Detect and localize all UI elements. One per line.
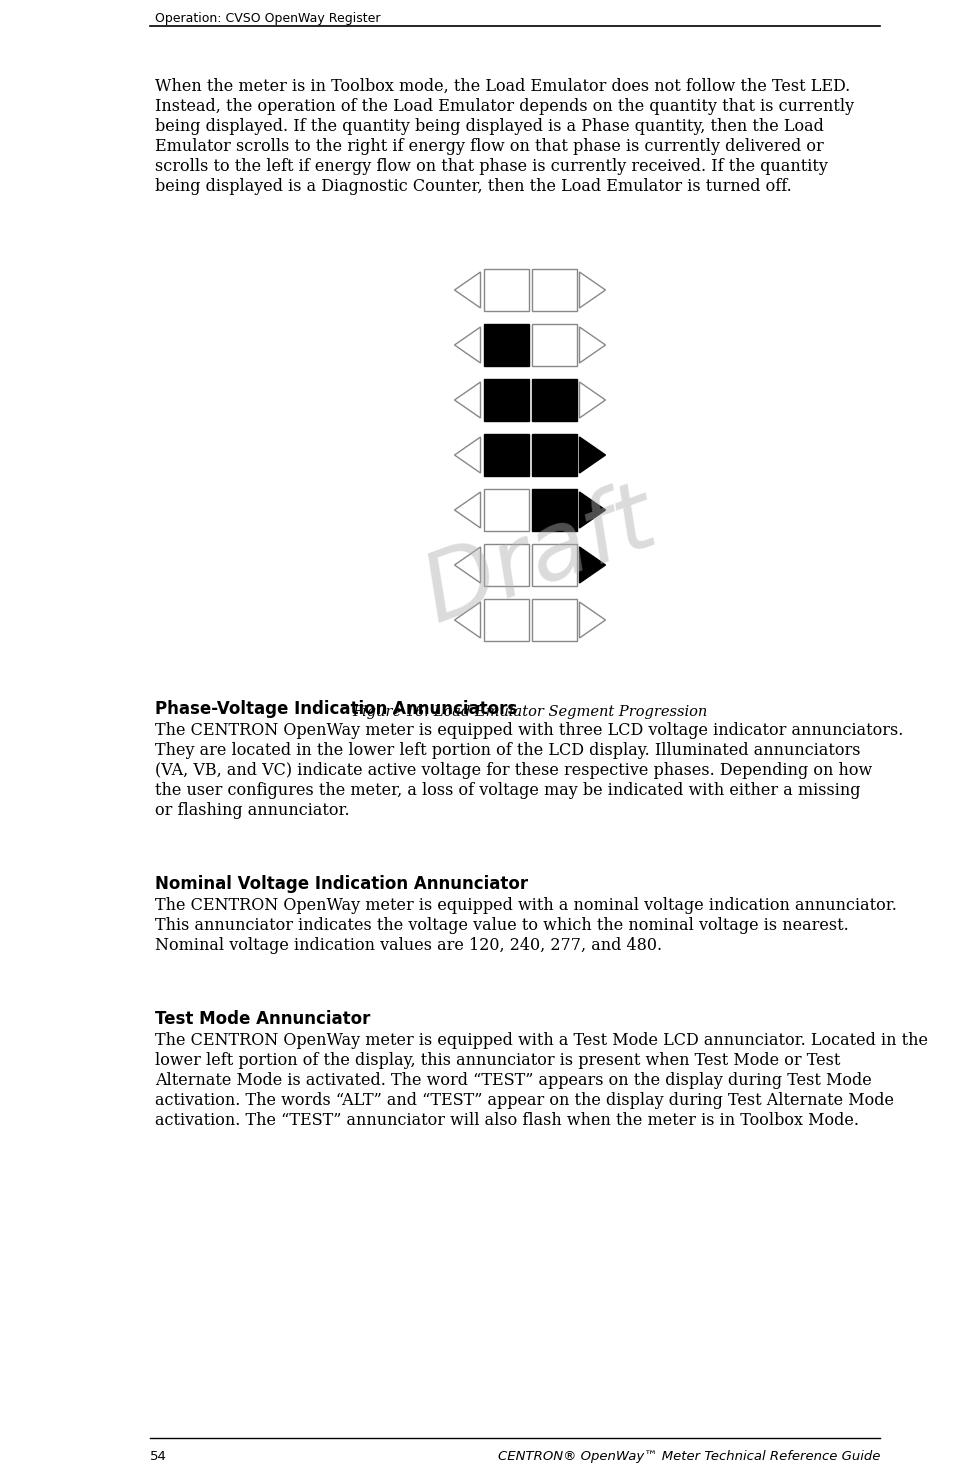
- Text: The CENTRON OpenWay meter is equipped with a nominal voltage indication annuncia: The CENTRON OpenWay meter is equipped wi…: [155, 897, 897, 914]
- Bar: [531, 489, 576, 531]
- Polygon shape: [454, 548, 481, 583]
- Text: being displayed. If the quantity being displayed is a Phase quantity, then the L: being displayed. If the quantity being d…: [155, 119, 824, 135]
- Text: Alternate Mode is activated. The word “TEST” appears on the display during Test : Alternate Mode is activated. The word “T…: [155, 1072, 871, 1089]
- Text: Operation: CVSO OpenWay Register: Operation: CVSO OpenWay Register: [155, 12, 380, 25]
- Polygon shape: [454, 382, 481, 419]
- Text: The CENTRON OpenWay meter is equipped with a Test Mode LCD annunciator. Located : The CENTRON OpenWay meter is equipped wi…: [155, 1032, 928, 1050]
- Text: Emulator scrolls to the right if energy flow on that phase is currently delivere: Emulator scrolls to the right if energy …: [155, 138, 824, 155]
- Text: Nominal Voltage Indication Annunciator: Nominal Voltage Indication Annunciator: [155, 875, 529, 893]
- Text: Figure 16: Load Emulator Segment Progression: Figure 16: Load Emulator Segment Progres…: [353, 706, 707, 719]
- Bar: [531, 379, 576, 422]
- Polygon shape: [579, 272, 606, 307]
- Text: (VA, VB, and VC) indicate active voltage for these respective phases. Depending : (VA, VB, and VC) indicate active voltage…: [155, 761, 872, 779]
- Text: being displayed is a Diagnostic Counter, then the Load Emulator is turned off.: being displayed is a Diagnostic Counter,…: [155, 179, 791, 195]
- Text: Draft: Draft: [411, 474, 668, 641]
- Text: Phase-Voltage Indication Annunciators: Phase-Voltage Indication Annunciators: [155, 700, 517, 717]
- Bar: [484, 545, 529, 586]
- Text: They are located in the lower left portion of the LCD display. Illuminated annun: They are located in the lower left porti…: [155, 742, 861, 758]
- Text: Nominal voltage indication values are 120, 240, 277, and 480.: Nominal voltage indication values are 12…: [155, 937, 662, 955]
- Bar: [531, 269, 576, 310]
- Text: lower left portion of the display, this annunciator is present when Test Mode or: lower left portion of the display, this …: [155, 1053, 840, 1069]
- Text: Test Mode Annunciator: Test Mode Annunciator: [155, 1010, 370, 1028]
- Polygon shape: [579, 382, 606, 419]
- Text: activation. The “TEST” annunciator will also flash when the meter is in Toolbox : activation. The “TEST” annunciator will …: [155, 1113, 859, 1129]
- Bar: [484, 324, 529, 366]
- Text: activation. The words “ALT” and “TEST” appear on the display during Test Alterna: activation. The words “ALT” and “TEST” a…: [155, 1092, 894, 1110]
- Bar: [484, 433, 529, 476]
- Bar: [484, 269, 529, 310]
- Bar: [531, 324, 576, 366]
- Text: or flashing annunciator.: or flashing annunciator.: [155, 802, 350, 818]
- Bar: [531, 433, 576, 476]
- Text: This annunciator indicates the voltage value to which the nominal voltage is nea: This annunciator indicates the voltage v…: [155, 916, 849, 934]
- Polygon shape: [579, 548, 606, 583]
- Bar: [484, 489, 529, 531]
- Text: scrolls to the left if energy flow on that phase is currently received. If the q: scrolls to the left if energy flow on th…: [155, 158, 828, 176]
- Polygon shape: [579, 326, 606, 363]
- Text: Instead, the operation of the Load Emulator depends on the quantity that is curr: Instead, the operation of the Load Emula…: [155, 98, 854, 116]
- Polygon shape: [454, 326, 481, 363]
- Polygon shape: [579, 492, 606, 529]
- Polygon shape: [579, 436, 606, 473]
- Text: CENTRON® OpenWay™ Meter Technical Reference Guide: CENTRON® OpenWay™ Meter Technical Refere…: [497, 1449, 880, 1463]
- Bar: [484, 379, 529, 422]
- Text: When the meter is in Toolbox mode, the Load Emulator does not follow the Test LE: When the meter is in Toolbox mode, the L…: [155, 78, 850, 95]
- Text: the user configures the meter, a loss of voltage may be indicated with either a : the user configures the meter, a loss of…: [155, 782, 861, 799]
- Polygon shape: [454, 602, 481, 638]
- Polygon shape: [579, 602, 606, 638]
- Polygon shape: [454, 492, 481, 529]
- Bar: [484, 599, 529, 641]
- Bar: [531, 545, 576, 586]
- Polygon shape: [454, 272, 481, 307]
- Text: The CENTRON OpenWay meter is equipped with three LCD voltage indicator annunciat: The CENTRON OpenWay meter is equipped wi…: [155, 722, 904, 739]
- Bar: [531, 599, 576, 641]
- Polygon shape: [454, 436, 481, 473]
- Text: 54: 54: [150, 1449, 167, 1463]
